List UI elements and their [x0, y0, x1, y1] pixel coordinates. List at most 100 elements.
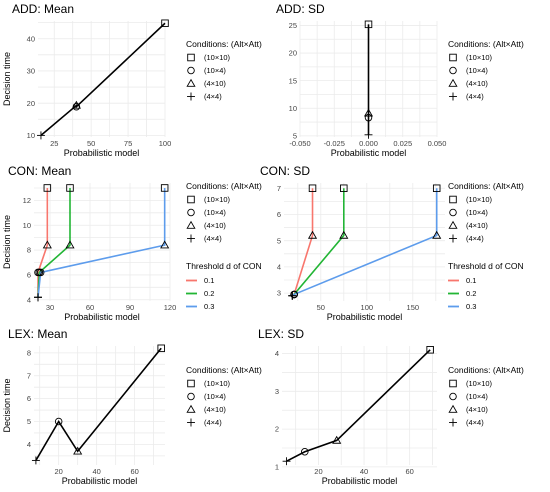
data-point-circle [54, 417, 63, 426]
legend-label: (4×10) [466, 79, 488, 88]
data-point-plus [36, 131, 45, 140]
y-tick-label: 5 [27, 417, 31, 426]
legend-key-circle [187, 392, 195, 401]
data-point-circle [290, 290, 298, 299]
legend-label: (4×4) [466, 234, 484, 243]
legend-key-square [449, 53, 457, 62]
y-tick-label: 12 [23, 196, 31, 205]
x-tick-label: 100 [159, 139, 172, 148]
panel-1: 25 50 75 100 10 20 30 40 ADD: Mean Probabilistic … [2, 2, 262, 158]
legend-conditions: Conditions: (Alt×Att) (10×10) (10×4) (4×10)… [448, 181, 524, 243]
legend-key-triangle [186, 220, 196, 229]
legend-key-square [187, 195, 195, 204]
legend-title: Threshold d of CON [448, 261, 524, 271]
x-tick-label: 30 [46, 303, 54, 312]
series-line [40, 22, 166, 137]
legend-label: (4×4) [204, 234, 222, 243]
legend-key-square [187, 379, 195, 388]
legend-label: 0.3 [204, 302, 214, 311]
data-point-triangle [42, 240, 52, 249]
legend-label: (4×10) [204, 405, 226, 414]
legend-title: Conditions: (Alt×Att) [448, 365, 524, 375]
x-tick-label: 120 [164, 303, 177, 312]
legend-label: (10×10) [204, 53, 231, 62]
y-tick-label: 7 [27, 371, 31, 380]
y-tick-label: 3 [275, 387, 279, 396]
data-point-plus [364, 130, 373, 139]
legend-label: (4×4) [204, 92, 222, 101]
data-point-square [43, 184, 52, 192]
x-tick-label: 60 [130, 467, 138, 476]
panel-title: CON: SD [260, 164, 310, 178]
x-axis-label: Probabilistic model [331, 148, 407, 158]
y-tick-label: 6 [27, 394, 31, 403]
data-point-square [340, 184, 348, 192]
x-tick-label: -0.025 [324, 139, 345, 148]
legend-threshold: Threshold d of CON 0.1 0.2 0.3 [448, 261, 524, 311]
data-point-triangle [432, 230, 442, 239]
y-tick-label: 4 [277, 263, 281, 272]
y-tick-label: 10 [27, 131, 35, 140]
legend-label: (10×4) [204, 66, 226, 75]
x-tick-label: 75 [124, 139, 132, 148]
y-tick-label: 40 [27, 34, 35, 43]
x-axis-label: Probabilistic model [64, 148, 140, 158]
y-tick-label: 8 [27, 246, 31, 255]
y-tick-label: 20 [289, 49, 297, 58]
legend-key-plus [449, 92, 457, 101]
data-point-circle [301, 448, 309, 456]
panel-title: LEX: Mean [8, 327, 67, 341]
data-point-triangle [71, 100, 81, 109]
legend-key-triangle [448, 404, 458, 413]
data-point-circle [72, 102, 81, 111]
y-tick-label: 3 [277, 289, 281, 298]
x-axis-label: Probabilistic model [327, 312, 403, 322]
data-point-square [161, 19, 169, 28]
legend-label: (4×10) [204, 221, 226, 230]
panel-title: ADD: SD [276, 2, 325, 16]
x-tick-label: 50 [87, 139, 95, 148]
data-point-square [66, 184, 74, 192]
y-tick-label: 4 [275, 349, 279, 358]
x-axis-label: Probabilistic model [62, 476, 138, 486]
data-point-circle [36, 268, 45, 277]
data-point-triangle [307, 230, 318, 239]
legend-key-triangle [448, 78, 458, 87]
legend-title: Conditions: (Alt×Att) [186, 181, 262, 191]
x-tick-label: 0.025 [393, 139, 412, 148]
y-tick-label: 10 [23, 221, 31, 230]
data-point-plus [34, 293, 42, 302]
x-tick-label: 20 [55, 467, 63, 476]
panel-3: 30 60 90 120 4 6 8 10 12 CON: Mean Probabilistic m… [2, 164, 262, 322]
series-line [37, 187, 166, 298]
y-tick-label: 8 [27, 348, 31, 357]
legend-key-square [449, 195, 457, 204]
legend-key-plus [187, 418, 195, 427]
panel-2: -0.050 -0.025 0.000 0.025 0.050 5 10 15 20 25 ADD:… [276, 2, 524, 158]
y-tick-label: 6 [277, 210, 281, 219]
x-tick-label: 40 [360, 467, 368, 476]
legend-label: (10×4) [466, 208, 488, 217]
legend-conditions: Conditions: (Alt×Att) (10×10) (10×4) (4×10)… [448, 365, 524, 427]
y-tick-label: 20 [27, 99, 35, 108]
data-point-plus [288, 291, 297, 300]
data-point-square [426, 346, 434, 354]
panel-4: 50 100 150 3 4 5 6 7 CON: SD Probabilistic model C… [260, 164, 524, 322]
series-line [35, 347, 162, 461]
legend-title: Conditions: (Alt×Att) [186, 365, 262, 375]
y-tick-label: 4 [27, 295, 31, 304]
legend-label: (10×10) [204, 195, 231, 204]
legend-label: (10×4) [466, 66, 488, 75]
data-point-square [157, 344, 165, 353]
x-tick-label: 60 [405, 467, 413, 476]
legend-key-plus [449, 418, 457, 427]
x-axis-label: Probabilistic model [322, 476, 398, 486]
y-tick-label: 1 [275, 462, 279, 471]
y-tick-label: 2 [275, 425, 279, 434]
legend-key-triangle [186, 404, 196, 413]
data-point-triangle [339, 230, 349, 239]
data-point-square [364, 20, 373, 29]
x-tick-label: -0.050 [289, 139, 310, 148]
legend-key-circle [449, 392, 457, 401]
